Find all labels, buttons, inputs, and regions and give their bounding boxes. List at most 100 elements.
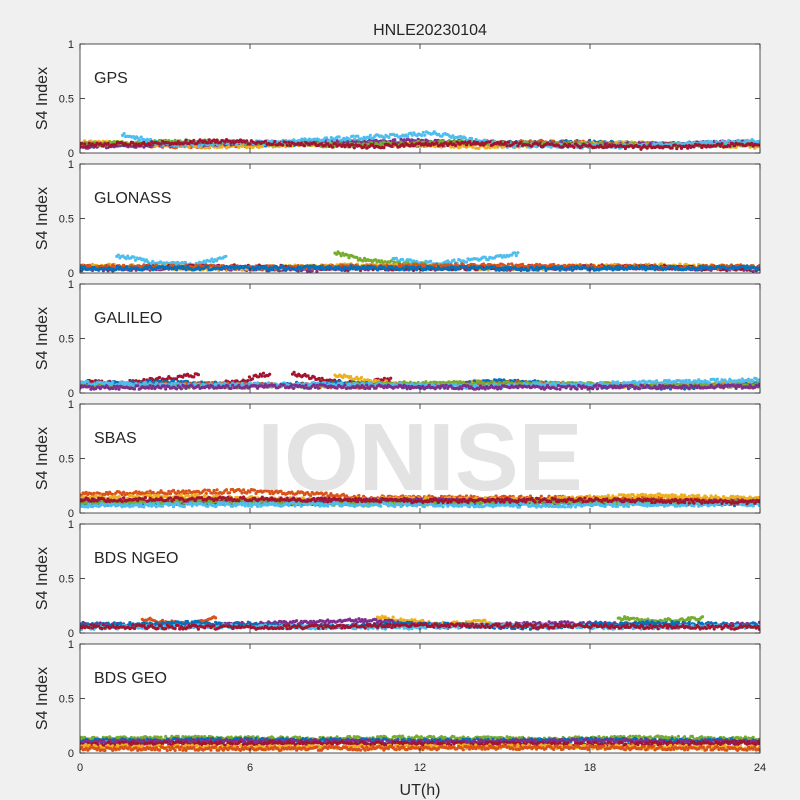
data-point — [86, 144, 90, 148]
data-point — [207, 138, 211, 142]
data-point — [302, 144, 306, 148]
data-point — [132, 255, 136, 259]
data-point — [393, 138, 397, 142]
data-point — [347, 256, 351, 260]
data-point — [260, 145, 264, 149]
data-point — [394, 143, 398, 147]
data-point — [138, 138, 142, 142]
data-point — [330, 145, 334, 149]
data-point — [410, 133, 414, 137]
data-point — [245, 139, 249, 143]
data-point — [451, 134, 455, 138]
y-tick-label: 0 — [68, 148, 74, 160]
data-point — [435, 141, 439, 145]
data-point — [106, 264, 110, 268]
data-point — [133, 258, 138, 262]
data-point — [124, 257, 128, 261]
series — [115, 253, 228, 268]
data-point — [464, 143, 469, 147]
data-point — [373, 258, 378, 262]
data-point — [394, 256, 398, 260]
data-point — [285, 143, 289, 147]
series-group — [80, 250, 760, 273]
data-point — [444, 141, 448, 145]
data-point — [678, 262, 682, 266]
data-point — [361, 259, 365, 263]
data-point — [506, 140, 511, 144]
data-point — [175, 142, 179, 146]
data-point — [183, 260, 187, 264]
data-point — [184, 138, 188, 142]
data-point — [315, 269, 319, 273]
y-axis-label: S4 Index — [34, 67, 51, 130]
data-point — [288, 143, 292, 147]
data-point — [514, 263, 518, 267]
data-point — [351, 134, 355, 138]
data-point — [758, 141, 760, 145]
data-point — [670, 146, 674, 150]
data-point — [348, 138, 352, 142]
data-point — [463, 136, 467, 140]
figure-title: HNLE20230104 — [373, 22, 487, 39]
data-point — [351, 143, 355, 147]
data-point — [401, 257, 405, 262]
data-point — [248, 142, 252, 146]
data-point — [80, 141, 84, 146]
data-point — [441, 144, 445, 148]
data-point — [464, 260, 469, 264]
data-point — [173, 138, 177, 142]
data-point — [139, 135, 143, 139]
data-point — [709, 140, 714, 144]
data-point — [126, 254, 130, 258]
data-point — [463, 140, 467, 144]
data-point — [356, 134, 360, 138]
data-point — [122, 132, 126, 136]
data-point — [353, 137, 357, 141]
data-point — [284, 140, 288, 144]
data-point — [516, 251, 520, 255]
data-point — [513, 251, 517, 255]
data-point — [212, 138, 216, 142]
data-point — [738, 139, 742, 143]
data-point — [421, 130, 425, 135]
data-point — [149, 262, 153, 266]
data-point — [94, 143, 98, 147]
data-point — [406, 135, 410, 139]
data-point — [519, 141, 523, 145]
data-point — [355, 255, 359, 259]
data-point — [382, 136, 386, 140]
data-point — [390, 144, 394, 148]
data-point — [206, 141, 210, 145]
data-point — [111, 263, 115, 267]
data-point — [397, 262, 402, 266]
data-point — [287, 140, 291, 144]
data-point — [521, 262, 525, 266]
data-point — [686, 146, 690, 150]
data-point — [197, 143, 201, 148]
data-point — [645, 146, 649, 150]
data-point — [148, 143, 152, 147]
data-point — [452, 258, 456, 262]
data-point — [116, 253, 120, 257]
data-point — [678, 144, 682, 148]
data-point — [477, 146, 481, 150]
data-point — [728, 144, 732, 148]
data-point — [420, 133, 424, 138]
data-point — [363, 143, 367, 147]
data-point — [81, 145, 85, 149]
data-point — [530, 144, 534, 148]
data-point — [673, 143, 677, 147]
data-point — [114, 143, 118, 147]
data-point — [718, 144, 723, 148]
data-point — [106, 141, 110, 146]
data-point — [334, 142, 338, 146]
plot-area — [80, 164, 760, 273]
data-point — [368, 133, 372, 137]
data-point — [429, 143, 433, 147]
data-point — [566, 145, 570, 149]
data-point — [399, 140, 403, 144]
data-point — [224, 254, 228, 258]
data-point — [567, 263, 571, 267]
